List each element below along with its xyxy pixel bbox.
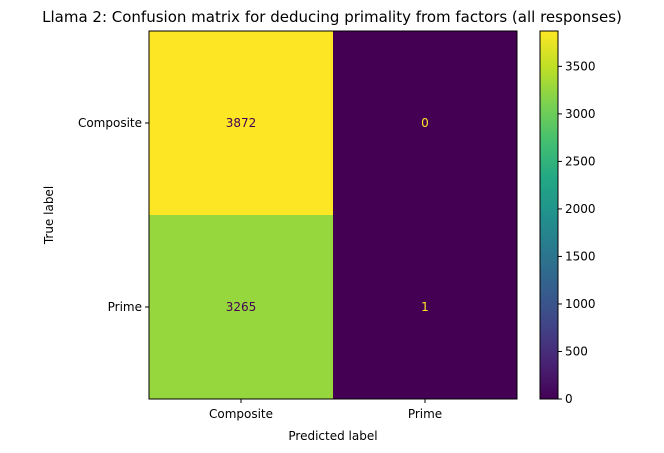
colorbar-tick-label: 0 — [565, 392, 573, 406]
y-axis-label: True label — [42, 186, 56, 245]
cell-value-label: 1 — [421, 300, 429, 314]
y-tick-label: Composite — [78, 116, 142, 130]
cell-value-label: 0 — [421, 116, 429, 130]
chart-title: Llama 2: Confusion matrix for deducing p… — [42, 8, 622, 26]
colorbar-tick-label: 1000 — [565, 297, 596, 311]
colorbar-tick-label: 2500 — [565, 154, 596, 168]
cell-value-label: 3265 — [226, 300, 257, 314]
colorbar-tick-label: 500 — [565, 344, 588, 358]
x-tick-label: Prime — [408, 407, 442, 421]
y-tick-label: Prime — [108, 300, 142, 314]
x-axis-label: Predicted label — [288, 429, 377, 443]
cell-value-label: 3872 — [226, 116, 257, 130]
colorbar-tick-label: 3500 — [565, 59, 596, 73]
plot-frame — [148, 30, 518, 400]
colorbar-tick-label: 2000 — [565, 202, 596, 216]
heatmap-cell — [333, 215, 517, 399]
colorbar-tick-label: 3000 — [565, 107, 596, 121]
x-tick-label: Composite — [209, 407, 273, 421]
colorbar — [539, 30, 559, 400]
heatmap-cell — [333, 31, 517, 215]
heatmap-cell — [149, 31, 333, 215]
colorbar-tick-label: 1500 — [565, 249, 596, 263]
heatmap-cell — [149, 215, 333, 399]
